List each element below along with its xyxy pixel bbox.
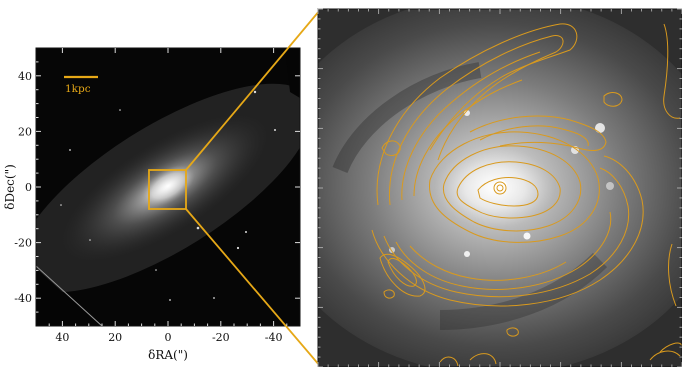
scale-bar-label: 1kpc bbox=[65, 83, 91, 95]
left-image bbox=[36, 48, 300, 326]
x-tick-label: 20 bbox=[108, 331, 122, 344]
y-tick-label: -40 bbox=[14, 292, 32, 305]
y-tick-label: 0 bbox=[25, 181, 32, 194]
y-tick-label: -20 bbox=[14, 237, 32, 250]
zoom-box bbox=[148, 169, 187, 210]
zoom-connector-bottom bbox=[185, 208, 321, 367]
x-tick-label: 0 bbox=[165, 331, 172, 344]
x-tick-label: -40 bbox=[265, 331, 283, 344]
x-tick-label: -20 bbox=[212, 331, 230, 344]
contour-overlay bbox=[371, 23, 682, 367]
y-tick-label: 40 bbox=[18, 70, 32, 83]
x-axis-label: δRA(") bbox=[148, 348, 188, 362]
left-axes: 40 20 0 -20 -40 40 20 0 -20 -40 bbox=[14, 48, 300, 344]
x-tick-label: 40 bbox=[55, 331, 69, 344]
right-image bbox=[318, 9, 682, 367]
zoom-connector-top bbox=[185, 9, 321, 171]
y-tick-label: 20 bbox=[18, 125, 32, 138]
y-axis-label: δDec(") bbox=[3, 164, 17, 210]
